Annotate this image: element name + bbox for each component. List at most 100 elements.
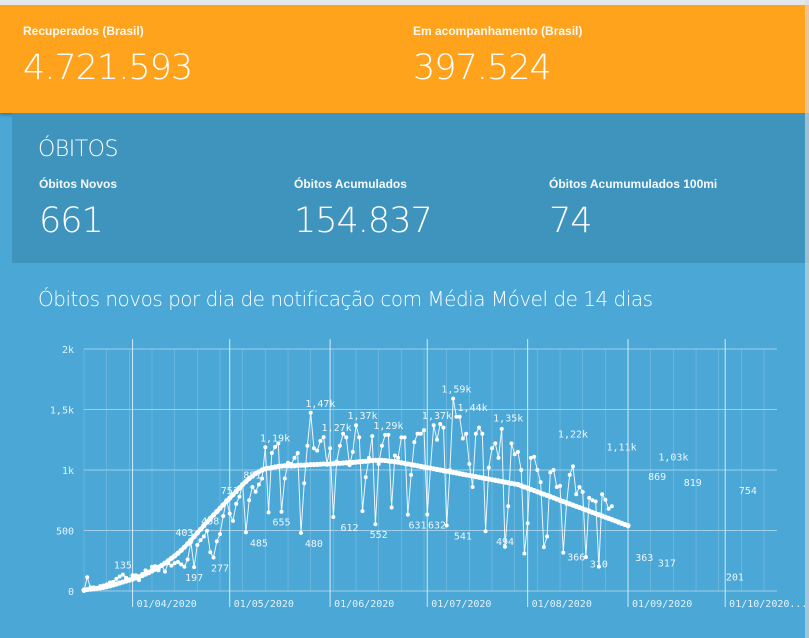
kpi-recuperados[interactable]: Recuperados (Brasil) 4.721.593 [23, 24, 193, 88]
moving-average-point [230, 492, 236, 498]
daily-point [311, 446, 316, 451]
daily-point [477, 425, 482, 430]
daily-point [519, 468, 524, 472]
data-label: 881 [243, 470, 261, 481]
daily-point [282, 476, 287, 481]
daily-point [506, 504, 511, 509]
moving-average-point [197, 526, 204, 532]
kpi-recuperados-value: 4.721.593 [23, 48, 193, 88]
daily-point [441, 425, 446, 430]
daily-point [554, 484, 559, 489]
kpi-obitos-100mi[interactable]: Óbitos Acumumulados 100mi 74 [549, 177, 717, 241]
daily-point [218, 532, 223, 537]
daily-point [120, 572, 125, 577]
data-label: 1,44k [458, 403, 488, 414]
x-tick-label: 01/06/2020 [334, 599, 394, 610]
daily-point [201, 534, 206, 539]
daily-point [344, 435, 349, 440]
daily-point [260, 476, 265, 481]
daily-point [263, 445, 268, 450]
data-label: 1,29k [373, 421, 403, 432]
daily-point [580, 489, 585, 494]
daily-point [561, 550, 566, 555]
daily-point [370, 434, 375, 439]
kpi-recuperados-label: Recuperados (Brasil) [23, 24, 144, 38]
y-tick-label: 0 [68, 587, 74, 598]
daily-point [350, 449, 355, 454]
daily-point [412, 440, 417, 445]
daily-point [305, 443, 310, 448]
x-tick-label: 01/05/2020 [234, 599, 294, 610]
daily-point [383, 432, 388, 437]
scrollbar-track[interactable] [805, 0, 809, 638]
daily-point [195, 543, 200, 548]
daily-point [409, 472, 414, 477]
daily-point [499, 426, 504, 431]
daily-deaths-chart[interactable]: 0 500 1k 1,5k 2k 01/04/2020 01/05/2020 01/06/20… [12, 263, 809, 638]
daily-point [360, 509, 365, 514]
data-label: 632 [428, 521, 446, 532]
daily-point [541, 545, 546, 550]
daily-point [593, 499, 598, 504]
daily-point [250, 484, 255, 489]
data-label: 1,37k [422, 411, 452, 422]
daily-point [606, 506, 611, 511]
daily-point [169, 563, 174, 568]
daily-point [467, 461, 472, 466]
daily-point [182, 564, 187, 569]
daily-point [486, 465, 491, 470]
daily-point [230, 518, 235, 523]
daily-point [483, 529, 488, 534]
moving-average-point [220, 502, 226, 508]
kpi-obitos-acumulados-label: Óbitos Acumulados [294, 177, 407, 191]
daily-point [396, 455, 401, 460]
daily-point [451, 396, 456, 401]
daily-point [315, 448, 320, 453]
moving-average-point [204, 519, 210, 525]
daily-point [373, 522, 378, 527]
kpi-obitos-novos[interactable]: Óbitos Novos 661 [39, 177, 117, 241]
daily-point [470, 484, 475, 489]
obitos-title: ÓBITOS [38, 137, 118, 162]
daily-point [279, 509, 284, 514]
kpi-acompanhamento[interactable]: Em acompanhamento (Brasil) 397.524 [413, 24, 582, 88]
data-label: 363 [635, 553, 653, 564]
daily-point [558, 483, 563, 488]
kpi-obitos-acumulados[interactable]: Óbitos Acumulados 154.837 [294, 177, 433, 241]
data-label: 403 [175, 528, 193, 539]
daily-point [337, 443, 342, 448]
daily-point [444, 523, 449, 528]
daily-point [85, 575, 90, 580]
data-label: 819 [684, 478, 702, 489]
daily-point [438, 422, 443, 427]
data-label: 135 [114, 561, 132, 572]
kpi-obitos-novos-value: 661 [39, 201, 104, 241]
kpi-obitos-100mi-value: 74 [549, 201, 593, 241]
daily-point [389, 505, 394, 510]
daily-point [460, 436, 465, 441]
daily-point [256, 482, 261, 487]
moving-average-point [207, 515, 213, 521]
moving-average-point [227, 495, 233, 501]
daily-point [392, 453, 397, 458]
data-label: 1,37k [347, 411, 377, 422]
daily-point [328, 446, 333, 451]
kpi-obitos-acumulados-value: 154.837 [294, 201, 433, 241]
daily-point [386, 432, 391, 437]
kpi-obitos-100mi-label: Óbitos Acumumulados 100mi [549, 177, 718, 191]
chart-panel: Óbitos novos por dia de notificação com … [12, 263, 809, 638]
daily-point [457, 414, 462, 419]
daily-point [583, 555, 588, 560]
daily-point [234, 501, 239, 506]
daily-point [493, 441, 498, 446]
data-label: 197 [185, 573, 203, 584]
daily-point [512, 452, 517, 457]
daily-point [357, 435, 362, 440]
daily-point [172, 561, 177, 566]
daily-point [302, 481, 307, 486]
daily-point [214, 539, 219, 544]
daily-point [162, 569, 167, 574]
data-label: 655 [273, 518, 291, 529]
daily-point [354, 423, 359, 428]
moving-average-point [210, 512, 217, 518]
